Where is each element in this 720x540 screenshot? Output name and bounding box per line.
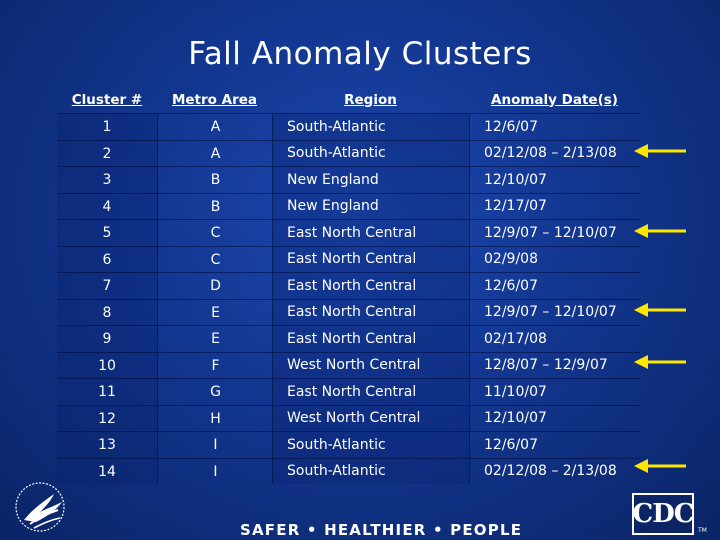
cell-metro-area: H	[157, 404, 273, 432]
cell-cluster: 1	[57, 113, 157, 141]
clusters-table: Cluster # Metro Area Region Anomaly Date…	[57, 86, 640, 485]
header-cluster: Cluster #	[71, 91, 143, 108]
table-row: 2 A South-Atlantic 02/12/08 – 2/13/08	[57, 139, 640, 167]
table-row: 9 E East North Central 02/17/08	[57, 325, 640, 353]
cell-anomaly-dates: 12/17/07	[469, 192, 640, 219]
highlight-arrow-icon	[634, 224, 686, 238]
highlight-arrow-icon	[634, 144, 686, 158]
table-row: 4 B New England 12/17/07	[57, 192, 640, 220]
footer-slogan: SAFER • HEALTHIER • PEOPLE	[240, 521, 523, 539]
cell-anomaly-dates: 12/10/07	[469, 404, 640, 431]
cell-region: South-Atlantic	[272, 113, 469, 140]
table-row: 1 A South-Atlantic 12/6/07	[57, 113, 640, 141]
cell-region: New England	[272, 166, 469, 193]
cell-cluster: 2	[57, 139, 157, 167]
cell-metro-area: B	[157, 166, 273, 194]
cell-cluster: 4	[57, 192, 157, 220]
table-row: 5 C East North Central 12/9/07 – 12/10/0…	[57, 219, 640, 247]
cell-anomaly-dates: 12/6/07	[469, 431, 640, 458]
table-row: 3 B New England 12/10/07	[57, 166, 640, 194]
header-anomaly-dates: Anomaly Date(s)	[491, 91, 618, 108]
cdc-logo-text: CDC	[632, 499, 695, 529]
cell-region: East North Central	[272, 378, 469, 405]
cell-cluster: 9	[57, 325, 157, 353]
cell-metro-area: C	[157, 245, 273, 273]
cell-metro-area: E	[157, 298, 273, 326]
table-row: 11 G East North Central 11/10/07	[57, 378, 640, 406]
table-row: 7 D East North Central 12/6/07	[57, 272, 640, 300]
cell-cluster: 6	[57, 245, 157, 273]
cell-cluster: 5	[57, 219, 157, 247]
cell-anomaly-dates: 12/6/07	[469, 113, 640, 140]
cell-metro-area: A	[157, 113, 273, 141]
cell-region: East North Central	[272, 272, 469, 299]
cell-metro-area: B	[157, 192, 273, 220]
cell-anomaly-dates: 12/10/07	[469, 166, 640, 193]
cell-region: South-Atlantic	[272, 139, 469, 166]
highlight-arrow-icon	[634, 355, 686, 369]
header-metro-area: Metro Area	[171, 91, 258, 108]
table-row: 10 F West North Central 12/8/07 – 12/9/0…	[57, 351, 640, 379]
cell-metro-area: G	[157, 378, 273, 406]
cell-cluster: 10	[57, 351, 157, 379]
cell-metro-area: D	[157, 272, 273, 300]
trademark-mark: TM	[698, 527, 707, 534]
cell-anomaly-dates: 02/17/08	[469, 325, 640, 352]
table-row: 12 H West North Central 12/10/07	[57, 404, 640, 432]
cell-cluster: 13	[57, 431, 157, 459]
cell-cluster: 7	[57, 272, 157, 300]
cell-anomaly-dates: 12/9/07 – 12/10/07	[469, 219, 640, 246]
table-row: 8 E East North Central 12/9/07 – 12/10/0…	[57, 298, 640, 326]
cell-metro-area: I	[157, 457, 273, 485]
cell-metro-area: C	[157, 219, 273, 247]
table-header-row: Cluster # Metro Area Region Anomaly Date…	[57, 86, 640, 113]
cell-anomaly-dates: 12/8/07 – 12/9/07	[469, 351, 640, 378]
header-region: Region	[344, 91, 397, 108]
cell-region: East North Central	[272, 219, 469, 246]
highlight-arrow-icon	[634, 303, 686, 317]
cell-metro-area: E	[157, 325, 273, 353]
cell-anomaly-dates: 11/10/07	[469, 378, 640, 405]
cell-anomaly-dates: 02/12/08 – 2/13/08	[469, 457, 640, 484]
table-row: 6 C East North Central 02/9/08	[57, 245, 640, 273]
cell-cluster: 11	[57, 378, 157, 406]
cell-region: East North Central	[272, 325, 469, 352]
table-row: 14 I South-Atlantic 02/12/08 – 2/13/08	[57, 457, 640, 485]
cell-metro-area: A	[157, 139, 273, 167]
cell-cluster: 8	[57, 298, 157, 326]
cell-cluster: 14	[57, 457, 157, 485]
cell-region: West North Central	[272, 404, 469, 431]
table-row: 13 I South-Atlantic 12/6/07	[57, 431, 640, 459]
cell-region: New England	[272, 192, 469, 219]
cell-metro-area: F	[157, 351, 273, 379]
cell-region: South-Atlantic	[272, 431, 469, 458]
hhs-eagle-logo-icon	[15, 482, 65, 532]
cell-anomaly-dates: 02/9/08	[469, 245, 640, 272]
cell-region: East North Central	[272, 298, 469, 325]
cell-anomaly-dates: 12/9/07 – 12/10/07	[469, 298, 640, 325]
cell-region: East North Central	[272, 245, 469, 272]
cell-region: South-Atlantic	[272, 457, 469, 484]
cell-region: West North Central	[272, 351, 469, 378]
cell-metro-area: I	[157, 431, 273, 459]
cell-cluster: 12	[57, 404, 157, 432]
highlight-arrow-icon	[634, 459, 686, 473]
cell-anomaly-dates: 12/6/07	[469, 272, 640, 299]
cell-anomaly-dates: 02/12/08 – 2/13/08	[469, 139, 640, 166]
cdc-logo: CDC	[632, 493, 694, 535]
slide-title: Fall Anomaly Clusters	[188, 36, 532, 72]
cell-cluster: 3	[57, 166, 157, 194]
